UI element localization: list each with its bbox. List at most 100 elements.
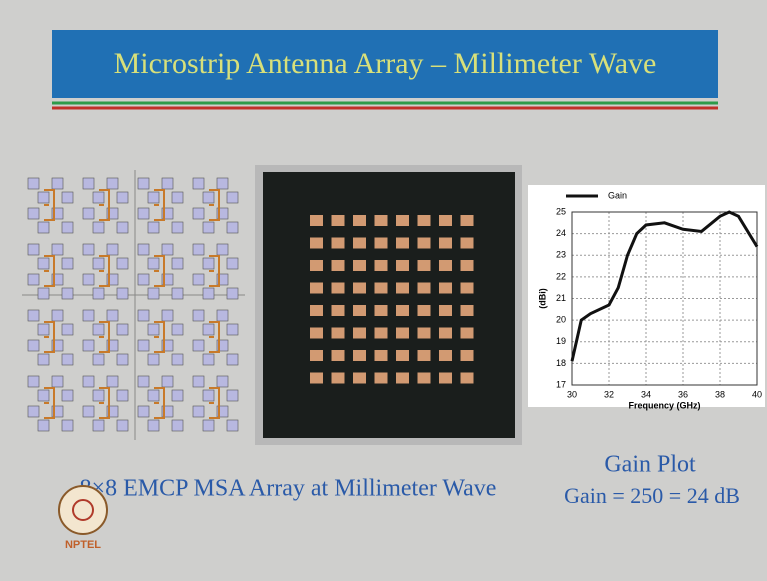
patch [193,376,204,387]
copper-patch [310,238,323,249]
copper-patch [310,373,323,384]
patch [62,192,73,203]
copper-patch [332,260,345,271]
copper-patch [310,328,323,339]
patch [93,258,104,269]
copper-patch [375,215,388,226]
copper-patch [332,305,345,316]
copper-patch [310,215,323,226]
y-tick-label: 25 [556,206,566,216]
y-tick-label: 24 [556,228,566,238]
patch [217,376,228,387]
patch [107,244,118,255]
patch [193,406,204,417]
patch [117,354,128,365]
patch [93,420,104,431]
patch [28,340,39,351]
copper-patch [418,350,431,361]
patch [83,274,94,285]
patch [93,192,104,203]
copper-patch [396,373,409,384]
patch [138,310,149,321]
copper-patch [353,238,366,249]
patch [193,340,204,351]
patch [93,288,104,299]
copper-patch [353,215,366,226]
patch [217,178,228,189]
patch [62,420,73,431]
patch [203,258,214,269]
copper-patch [332,350,345,361]
patch [148,192,159,203]
copper-patch [439,283,452,294]
patch [38,192,49,203]
patch [193,244,204,255]
patch [172,258,183,269]
copper-patch [461,305,474,316]
patch [193,310,204,321]
copper-patch [375,305,388,316]
copper-patch [353,283,366,294]
patch [148,390,159,401]
x-tick-label: 36 [678,389,688,399]
patch [138,244,149,255]
copper-patch [396,328,409,339]
x-tick-label: 30 [567,389,577,399]
y-tick-label: 19 [556,336,566,346]
patch [203,354,214,365]
copper-patch [439,238,452,249]
copper-patch [461,238,474,249]
copper-patch [418,328,431,339]
patch [193,178,204,189]
photo-board [263,172,515,438]
slide: Microstrip Antenna Array – Millimeter Wa… [0,0,767,581]
plot-title: Gain Plot [604,452,696,478]
patch [93,324,104,335]
patch [52,376,63,387]
y-tick-label: 22 [556,271,566,281]
patch [148,258,159,269]
patch [227,222,238,233]
x-tick-label: 40 [752,389,762,399]
patch [148,420,159,431]
copper-patch [461,373,474,384]
patch [117,390,128,401]
patch [193,208,204,219]
copper-patch [439,373,452,384]
copper-patch [310,260,323,271]
patch [62,288,73,299]
logo-text: NPTEL [65,539,101,551]
x-tick-label: 32 [604,389,614,399]
patch [162,244,173,255]
patch [217,310,228,321]
patch [38,288,49,299]
patch [203,324,214,335]
patch [38,354,49,365]
patch [162,178,173,189]
patch [107,376,118,387]
patch [62,324,73,335]
copper-patch [332,238,345,249]
patch [217,244,228,255]
copper-patch [353,350,366,361]
patch [52,310,63,321]
patch [38,258,49,269]
patch [172,324,183,335]
patch [148,222,159,233]
y-tick-label: 21 [556,293,566,303]
patch [83,310,94,321]
copper-patch [461,350,474,361]
copper-patch [418,283,431,294]
patch [28,310,39,321]
array-schematic [22,170,245,440]
y-tick-label: 17 [556,379,566,389]
patch [138,274,149,285]
patch [203,420,214,431]
copper-patch [332,328,345,339]
patch [172,420,183,431]
patch [83,376,94,387]
patch [138,406,149,417]
patch [162,376,173,387]
copper-patch [332,215,345,226]
patch [172,390,183,401]
